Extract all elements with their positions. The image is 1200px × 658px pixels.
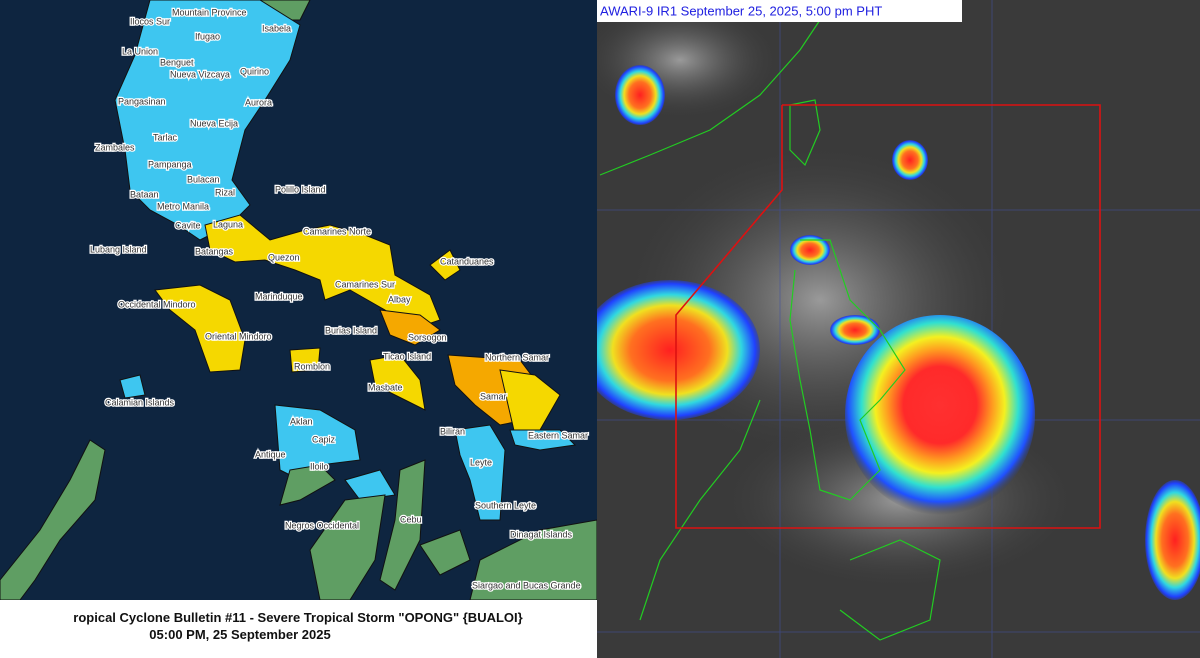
province-label: Eastern Samar — [528, 430, 588, 440]
province-label: Dinagat Islands — [510, 529, 573, 539]
province-label: Camarines Sur — [335, 279, 395, 289]
province-label: Lubang Island — [90, 244, 147, 254]
province-label: Samar — [480, 391, 507, 401]
province-label: Benguet — [160, 57, 194, 67]
province-label: Marinduque — [255, 291, 303, 301]
province-label: Pampanga — [148, 159, 192, 169]
satellite-title: AWARI-9 IR1 September 25, 2025, 5:00 pm … — [600, 3, 882, 18]
province-label: Sorsogon — [408, 332, 447, 342]
caption-band — [0, 600, 597, 658]
province-label: Catanduanes — [440, 256, 494, 266]
province-label: Cavite — [175, 220, 201, 230]
province-label: Iloilo — [310, 461, 329, 471]
province-label: Zambales — [95, 142, 135, 152]
province-label: Albay — [388, 294, 411, 304]
province-label: Isabela — [262, 23, 291, 33]
province-label: Siargao and Bucas Grande — [472, 580, 581, 590]
province-label: Quirino — [240, 66, 269, 76]
province-label: Occidental Mindoro — [118, 299, 196, 309]
province-label: Camarines Norte — [303, 226, 371, 236]
province-label: Oriental Mindoro — [205, 331, 272, 341]
province-label: Masbate — [368, 382, 403, 392]
title-box — [597, 0, 962, 22]
province-label: Batangas — [195, 246, 234, 256]
province-label: Pangasinan — [118, 96, 166, 106]
province-label: Ticao Island — [383, 351, 431, 361]
province-label: Laguna — [213, 219, 243, 229]
warning-map — [0, 0, 597, 600]
province-label: Capiz — [312, 434, 336, 444]
province-label: Ifugao — [195, 31, 220, 41]
province-label: Calamian Islands — [105, 397, 175, 407]
province-label: Quezon — [268, 252, 300, 262]
province-label: Nueva Ecija — [190, 118, 238, 128]
province-label: Burias Island — [325, 325, 377, 335]
province-label: Metro Manila — [157, 201, 209, 211]
caption-line: ropical Cyclone Bulletin #11 - Severe Tr… — [73, 610, 522, 625]
province-label: Aklan — [290, 416, 313, 426]
province-label: Biliran — [440, 426, 465, 436]
province-label: Bulacan — [187, 174, 220, 184]
province-label: Negros Occidental — [285, 520, 359, 530]
province-label: Ilocos Sur — [130, 16, 170, 26]
province-label: Northern Samar — [485, 352, 549, 362]
province-label: Rizal — [215, 187, 235, 197]
province-label: Leyte — [470, 457, 492, 467]
caption-line: 05:00 PM, 25 September 2025 — [149, 627, 330, 642]
province-label: Bataan — [130, 189, 159, 199]
satellite-image — [597, 0, 1200, 658]
province-label: La Union — [122, 46, 158, 56]
province-label: Antique — [255, 449, 286, 459]
province-label: Southern Leyte — [475, 500, 536, 510]
province-label: Cebu — [400, 514, 422, 524]
province-label: Mountain Province — [172, 7, 247, 17]
province-label: Polillo Island — [275, 184, 326, 194]
province-label: Aurora — [245, 97, 272, 107]
province-label: Nueva Vizcaya — [170, 69, 230, 79]
province-label: Romblon — [294, 361, 330, 371]
province-label: Tarlac — [153, 132, 178, 142]
